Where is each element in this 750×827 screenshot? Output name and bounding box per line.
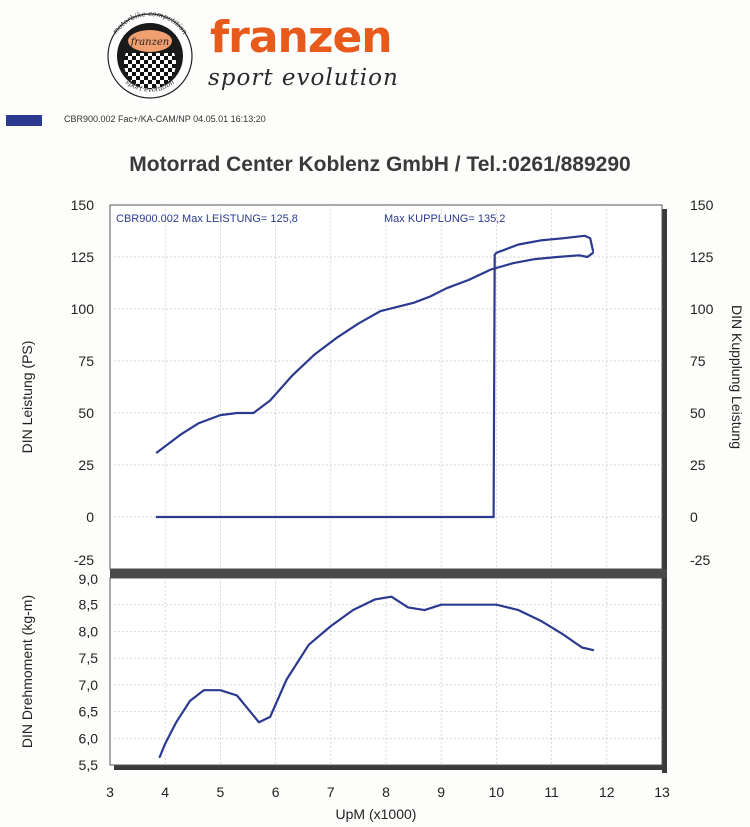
power-right-ytick-label: 0 [690, 509, 698, 525]
panel-divider [110, 569, 667, 578]
power-ytick-label: 25 [78, 457, 94, 473]
badge-text: franzen [130, 37, 170, 48]
brand-name: franzen [210, 12, 393, 63]
xlabel: UpM (x1000) [336, 806, 417, 822]
xtick-label: 12 [599, 784, 615, 800]
xtick-label: 9 [437, 784, 445, 800]
xtick-label: 13 [654, 784, 670, 800]
torque-ytick-label: 6,0 [79, 730, 99, 746]
power-right-ytick-label: 50 [690, 405, 706, 421]
legend-swatch [6, 115, 42, 126]
xtick-label: 11 [544, 784, 559, 800]
power-right-ytick-label: 125 [690, 249, 714, 265]
torque-ytick-label: 8,5 [79, 597, 99, 613]
xtick-label: 6 [272, 784, 280, 800]
brand-tagline: sport evolution [208, 65, 399, 91]
torque-ytick-label: 7,0 [79, 677, 99, 693]
power-right-ylabel: DIN Kupplung Leistung [729, 305, 745, 449]
xtick-label: 5 [217, 784, 225, 800]
xtick-label: 3 [106, 784, 114, 800]
series-kupplung-line [155, 234, 595, 519]
power-right-ytick-label: 75 [690, 353, 706, 369]
xtick-label: 4 [161, 784, 169, 800]
series-leistung-line [155, 251, 595, 454]
torque-ytick-label: 8,0 [79, 623, 99, 639]
chart-title: Motorrad Center Koblenz GmbH / Tel.:0261… [129, 153, 631, 176]
torque-ylabel: DIN Drehmoment (kg-m) [19, 595, 35, 748]
run-info: CBR900.002 Fac+/KA-CAM/NP 04.05.01 16:13… [64, 114, 266, 124]
power-ytick-label: 150 [71, 197, 95, 213]
franzen-badge-icon: franzen motorbike competition sport evol… [107, 10, 193, 99]
power-ytick-label: 75 [78, 353, 94, 369]
torque-ytick-label: 6,5 [79, 704, 99, 720]
power-ylabel: DIN Leistung (PS) [19, 341, 35, 454]
power-right-ytick-label: 25 [690, 457, 706, 473]
power-ytick-label: -25 [74, 552, 94, 568]
power-right-ytick-label: -25 [690, 552, 710, 568]
power-ytick-label: 125 [71, 249, 95, 265]
brand-logo: franzen motorbike competition sport evol… [100, 8, 460, 103]
xtick-label: 8 [382, 784, 390, 800]
xtick-label: 7 [327, 784, 335, 800]
power-ytick-label: 50 [78, 405, 94, 421]
annotation-max-kupplung: Max KUPPLUNG= 135,2 [384, 213, 505, 225]
power-right-ytick-label: 150 [690, 197, 714, 213]
power-ytick-label: 0 [86, 509, 94, 525]
frame-shadow-bottom [114, 765, 667, 770]
xtick-label: 10 [489, 784, 505, 800]
torque-ytick-label: 5,5 [79, 757, 99, 773]
power-ytick-label: 100 [71, 301, 95, 317]
annotation-max-leistung: CBR900.002 Max LEISTUNG= 125,8 [116, 213, 298, 225]
torque-ytick-label: 7,5 [79, 650, 99, 666]
frame-shadow-right [662, 209, 667, 773]
series-drehmoment-line [158, 595, 595, 759]
torque-ytick-label: 9,0 [79, 571, 99, 587]
power-right-ytick-label: 100 [690, 301, 714, 317]
